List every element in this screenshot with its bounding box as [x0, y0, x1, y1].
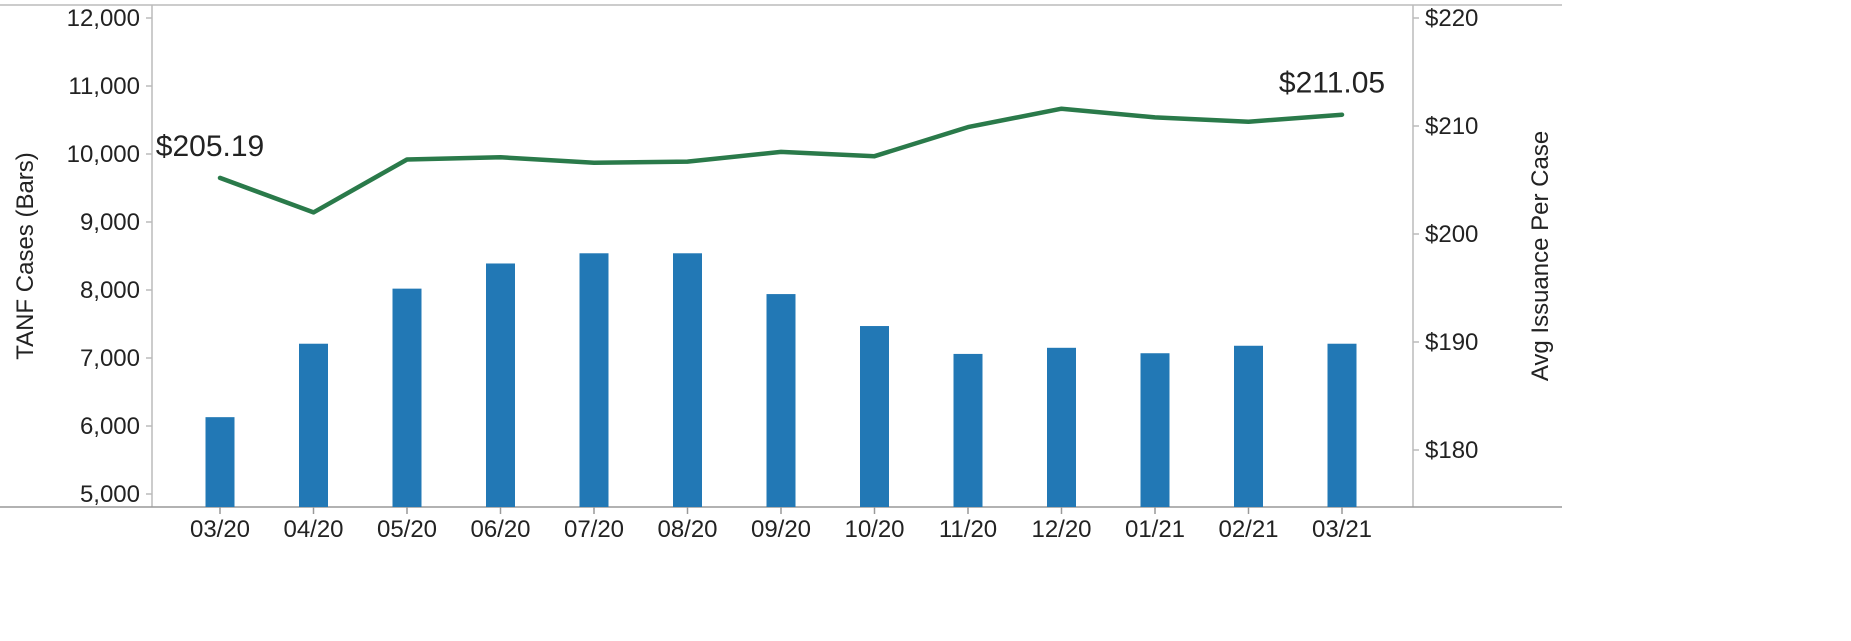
left-tick-label: 7,000 — [80, 345, 140, 372]
right-tick-label: $220 — [1425, 5, 1478, 32]
x-tick-label: 01/21 — [1125, 516, 1185, 543]
x-tick-label: 10/20 — [844, 516, 904, 543]
x-axis-ticks: 03/20 04/20 05/20 06/20 07/20 08/20 09/20 10/20… — [190, 507, 1372, 543]
x-tick-label: 05/20 — [377, 516, 437, 543]
line-series — [217, 106, 1345, 215]
right-axis-ticks: $180 $190 $200 $210 $220 — [1413, 5, 1478, 464]
bar-02-21 — [1234, 345, 1263, 507]
x-tick-label: 06/20 — [470, 516, 530, 543]
left-tick-label: 9,000 — [80, 209, 140, 236]
bar-03-20 — [205, 417, 235, 507]
right-tick-label: $200 — [1425, 221, 1478, 248]
bar-12-20 — [1047, 347, 1076, 507]
bar-09-20 — [766, 294, 796, 507]
x-tick-label: 04/20 — [283, 516, 343, 543]
right-tick-label: $180 — [1425, 437, 1478, 464]
bar-07-20 — [579, 253, 609, 507]
right-tick-label: $190 — [1425, 329, 1478, 356]
line-data-label: $205.19 — [156, 130, 264, 163]
x-tick-label: 11/20 — [939, 516, 997, 543]
x-tick-label: 09/20 — [751, 516, 811, 543]
x-tick-label: 07/20 — [564, 516, 624, 543]
right-axis: $180 $190 $200 $210 $220 Avg Issuance Per Ca… — [1412, 5, 1554, 507]
bar-11-20 — [953, 353, 983, 507]
x-tick-label: 03/20 — [190, 516, 250, 543]
bar-05-20 — [392, 288, 422, 507]
x-tick-label: 03/21 — [1312, 516, 1372, 543]
left-tick-label: 8,000 — [80, 277, 140, 304]
bar-06-20 — [486, 263, 515, 507]
left-tick-label: 5,000 — [80, 481, 140, 508]
left-tick-label: 10,000 — [67, 141, 140, 168]
left-axis-ticks: 5,000 6,000 7,000 8,000 9,000 10,000 11,000 12,… — [67, 5, 152, 508]
x-tick-label: 12/20 — [1031, 516, 1091, 543]
bar-series — [205, 253, 1357, 507]
bar-04-20 — [299, 343, 328, 507]
bar-03-21 — [1327, 343, 1357, 507]
line-data-label: $211.05 — [1279, 67, 1385, 100]
x-tick-label: 02/21 — [1218, 516, 1278, 543]
left-tick-label: 6,000 — [80, 413, 140, 440]
avg-issuance-line — [217, 106, 1345, 215]
bar-10-20 — [860, 326, 889, 507]
data-labels: $205.19 $211.05 — [156, 67, 1385, 163]
right-axis-title: Avg Issuance Per Case — [1527, 131, 1554, 381]
left-axis: 5,000 6,000 7,000 8,000 9,000 10,000 11,000 12,… — [12, 5, 153, 508]
x-tick-label: 08/20 — [657, 516, 717, 543]
right-tick-label: $210 — [1425, 113, 1478, 140]
left-tick-label: 12,000 — [67, 5, 140, 32]
left-axis-title: TANF Cases (Bars) — [12, 152, 39, 360]
left-tick-label: 11,000 — [68, 73, 140, 100]
bar-01-21 — [1140, 353, 1170, 507]
bar-08-20 — [673, 253, 702, 507]
